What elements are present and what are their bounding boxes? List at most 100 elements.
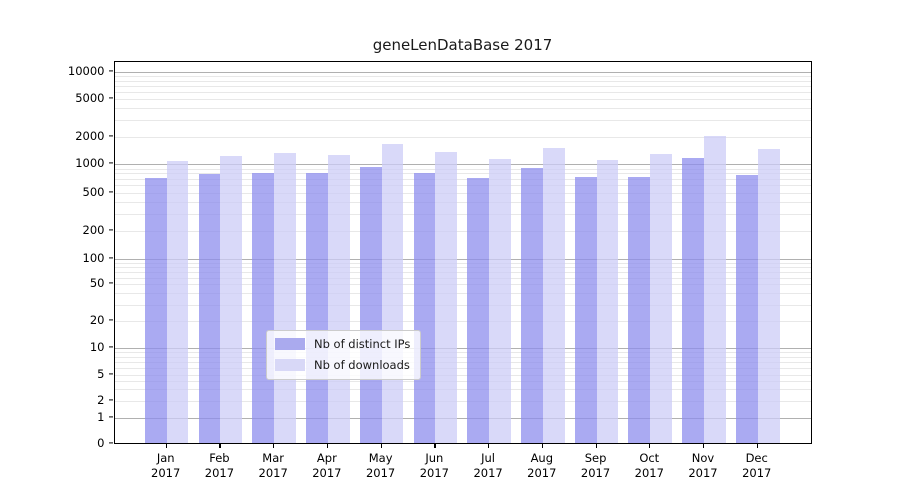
y-axis-tick-mark bbox=[109, 319, 113, 321]
y-axis-tick-mark bbox=[109, 97, 113, 99]
x-axis-tick-label: Jan 2017 bbox=[151, 450, 181, 481]
x-axis-tick-label: Oct 2017 bbox=[634, 450, 664, 481]
major-gridline bbox=[114, 72, 811, 73]
y-axis-tick-label: 2 bbox=[97, 392, 105, 407]
minor-gridline bbox=[114, 356, 811, 358]
x-axis-tick-mark bbox=[541, 443, 543, 448]
bar-downloads-mar bbox=[274, 153, 296, 443]
bar-distinct-ips-jul bbox=[467, 178, 490, 443]
chart-title: geneLenDataBase 2017 bbox=[372, 36, 553, 54]
x-axis-tick-mark bbox=[756, 443, 758, 448]
legend: Nb of distinct IPs Nb of downloads bbox=[266, 330, 422, 380]
bar-downloads-jan bbox=[166, 160, 189, 443]
bar-distinct-ips-jun bbox=[413, 173, 436, 443]
x-axis-tick-mark bbox=[703, 443, 705, 448]
minor-gridline bbox=[114, 375, 811, 376]
y-axis-tick-label: 0 bbox=[97, 436, 105, 451]
y-axis-tick-mark bbox=[109, 229, 113, 231]
minor-gridline bbox=[114, 284, 811, 286]
y-axis-tick-label: 50 bbox=[89, 276, 105, 291]
bar-distinct-ips-nov bbox=[682, 157, 704, 443]
minor-gridline bbox=[114, 136, 811, 138]
x-axis-tick-mark bbox=[380, 443, 382, 448]
y-axis-tick-label: 5000 bbox=[75, 91, 105, 105]
plot-area bbox=[113, 61, 812, 444]
minor-gridline bbox=[114, 267, 811, 269]
minor-gridline bbox=[114, 362, 811, 364]
legend-swatch-distinct-ips bbox=[275, 338, 305, 350]
minor-gridline bbox=[114, 367, 811, 369]
y-axis-tick-mark bbox=[109, 191, 113, 193]
minor-gridline bbox=[114, 178, 811, 180]
bar-distinct-ips-dec bbox=[735, 175, 758, 443]
y-axis-tick-label: 20 bbox=[89, 313, 105, 327]
x-axis-tick-mark bbox=[326, 443, 329, 448]
x-axis-tick-label: Aug 2017 bbox=[527, 450, 557, 481]
bar-distinct-ips-aug bbox=[521, 167, 543, 443]
bar-distinct-ips-may bbox=[359, 167, 382, 443]
bar-distinct-ips-mar bbox=[252, 172, 275, 443]
minor-gridline bbox=[114, 400, 811, 402]
y-axis-tick-label: 1000 bbox=[75, 156, 105, 171]
minor-gridline bbox=[114, 173, 811, 175]
minor-gridline bbox=[114, 91, 811, 93]
minor-gridline bbox=[114, 321, 811, 322]
legend-label: Nb of distinct IPs bbox=[314, 337, 411, 351]
minor-gridline bbox=[114, 272, 811, 274]
bar-downloads-aug bbox=[542, 147, 565, 443]
minor-gridline bbox=[114, 304, 811, 306]
x-axis-tick-label: Jul 2017 bbox=[473, 450, 503, 481]
y-axis-tick-mark bbox=[109, 416, 113, 418]
bar-distinct-ips-oct bbox=[628, 177, 651, 443]
y-axis-tick-mark bbox=[109, 346, 113, 348]
bar-distinct-ips-feb bbox=[198, 174, 221, 443]
x-axis-tick-label: Jun 2017 bbox=[419, 450, 449, 481]
minor-gridline bbox=[114, 202, 811, 204]
bar-downloads-nov bbox=[704, 135, 726, 443]
bar-downloads-sep bbox=[596, 160, 619, 443]
bar-distinct-ips-sep bbox=[574, 177, 597, 443]
y-axis-tick-mark bbox=[109, 134, 113, 137]
bar-downloads-apr bbox=[327, 155, 350, 443]
minor-gridline bbox=[114, 352, 811, 354]
major-gridline bbox=[114, 259, 811, 261]
x-axis-tick-mark bbox=[649, 443, 651, 448]
x-axis-tick-mark bbox=[595, 443, 597, 448]
minor-gridline bbox=[114, 263, 811, 265]
legend-swatch-downloads bbox=[275, 359, 305, 371]
y-axis-tick-label: 100 bbox=[82, 251, 105, 266]
major-gridline bbox=[114, 417, 811, 419]
minor-gridline bbox=[114, 389, 811, 391]
y-axis-tick-mark bbox=[109, 282, 113, 284]
x-axis-tick-label: May 2017 bbox=[365, 450, 396, 481]
bar-downloads-jul bbox=[489, 158, 511, 443]
minor-gridline bbox=[114, 277, 811, 279]
x-axis-tick-label: Dec 2017 bbox=[742, 450, 772, 481]
minor-gridline bbox=[114, 80, 811, 82]
y-axis-tick-mark bbox=[109, 373, 113, 375]
legend-item: Nb of downloads bbox=[275, 358, 410, 372]
y-axis-tick-mark bbox=[109, 398, 113, 401]
bar-downloads-may bbox=[381, 144, 404, 443]
y-axis-tick-label: 500 bbox=[82, 184, 105, 199]
y-axis-tick-mark bbox=[109, 162, 113, 164]
minor-gridline bbox=[114, 231, 811, 232]
bar-distinct-ips-apr bbox=[306, 172, 328, 443]
major-gridline bbox=[114, 164, 811, 166]
minor-gridline bbox=[114, 168, 811, 170]
bar-downloads-dec bbox=[757, 148, 780, 443]
y-axis-tick-label: 10000 bbox=[67, 64, 105, 78]
x-axis-tick-label: Apr 2017 bbox=[312, 450, 342, 481]
x-axis-tick-label: Feb 2017 bbox=[204, 450, 235, 481]
y-axis-tick-mark bbox=[109, 442, 113, 444]
bar-downloads-feb bbox=[220, 156, 243, 443]
legend-item: Nb of distinct IPs bbox=[275, 337, 410, 351]
x-axis-tick-label: Nov 2017 bbox=[688, 450, 718, 481]
y-axis-tick-label: 2000 bbox=[75, 128, 105, 143]
y-axis-tick-label: 200 bbox=[82, 223, 105, 237]
x-axis-tick-label: Mar 2017 bbox=[258, 450, 288, 481]
y-axis-tick-label: 10 bbox=[89, 340, 105, 355]
y-axis-tick-mark bbox=[109, 257, 113, 259]
minor-gridline bbox=[114, 85, 811, 87]
